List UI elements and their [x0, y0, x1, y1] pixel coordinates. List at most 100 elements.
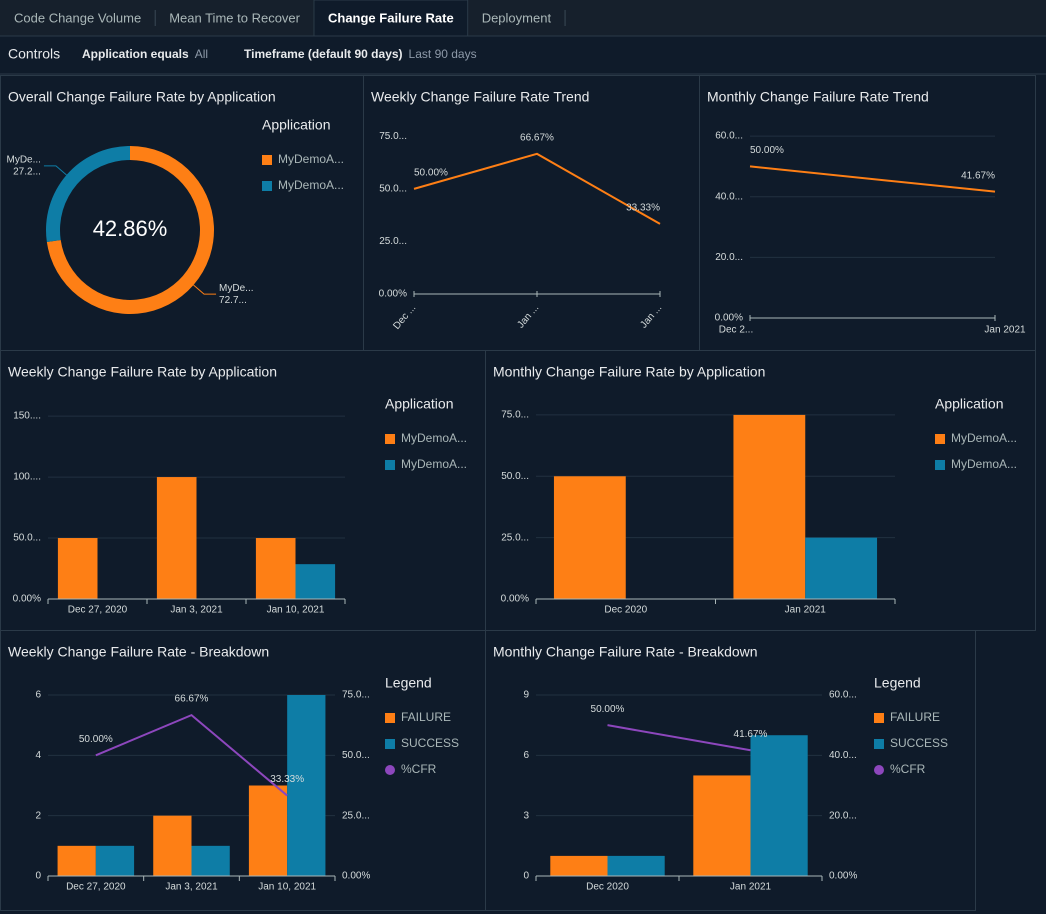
bar[interactable]: [156, 477, 197, 599]
filter-label[interactable]: Timeframe (default 90 days): [244, 47, 403, 61]
legend-marker[interactable]: [935, 434, 945, 444]
x-tick-label: Jan 3, 2021: [165, 882, 218, 893]
legend-item[interactable]: FAILURE: [401, 710, 451, 724]
x-tick-label: Dec 2020: [604, 605, 647, 616]
bar[interactable]: [255, 538, 296, 599]
y-tick-label: 150....: [13, 411, 41, 422]
panel: [699, 75, 1036, 351]
bar[interactable]: [287, 695, 326, 876]
legend-item[interactable]: MyDemoA...: [278, 152, 344, 166]
legend-marker[interactable]: [874, 713, 884, 723]
legend-title: Application: [262, 117, 331, 133]
chart-title: Monthly Change Failure Rate by Applicati…: [493, 364, 765, 380]
leader-line: [193, 284, 217, 295]
legend-marker[interactable]: [935, 460, 945, 470]
legend-marker[interactable]: [385, 765, 395, 775]
legend-marker[interactable]: [262, 181, 272, 191]
value-label: 50.00%: [591, 704, 625, 715]
chart-title: Monthly Change Failure Rate - Breakdown: [493, 644, 758, 660]
bar[interactable]: [153, 815, 192, 876]
legend-item[interactable]: SUCCESS: [890, 736, 948, 750]
bar[interactable]: [693, 775, 751, 876]
bar[interactable]: [57, 845, 96, 876]
filter-value[interactable]: Last 90 days: [409, 47, 477, 61]
x-tick-label: Dec 2020: [586, 882, 629, 893]
bar[interactable]: [248, 785, 288, 877]
bar[interactable]: [553, 476, 626, 599]
x-tick-label: Dec 27, 2020: [66, 882, 126, 893]
chart-title: Overall Change Failure Rate by Applicati…: [8, 89, 276, 105]
x-tick-label: Dec ...: [391, 303, 418, 332]
legend-item[interactable]: %CFR: [890, 762, 926, 776]
y-tick-label: 0.00%: [501, 594, 529, 605]
y2-tick-label: 0.00%: [342, 871, 370, 882]
bar[interactable]: [191, 845, 230, 876]
bar[interactable]: [57, 538, 98, 599]
filter-value[interactable]: All: [195, 47, 208, 61]
filter-label[interactable]: Application equals: [82, 47, 189, 61]
bar[interactable]: [95, 845, 135, 876]
legend-marker[interactable]: [385, 460, 395, 470]
bar[interactable]: [733, 414, 806, 599]
legend-marker[interactable]: [874, 739, 884, 749]
tab-background[interactable]: [313, 0, 469, 37]
y-tick-label: 0: [523, 871, 529, 882]
tab[interactable]: Deployment: [482, 10, 552, 25]
legend-marker[interactable]: [874, 765, 884, 775]
leader-line: [43, 165, 67, 176]
legend-item[interactable]: MyDemoA...: [951, 457, 1017, 471]
y-tick-label: 6: [35, 690, 41, 701]
slice[interactable]: [46, 146, 131, 242]
x-tick-label: Jan 2021: [984, 325, 1026, 336]
y-tick-label: 50.0...: [501, 471, 529, 482]
legend-item[interactable]: MyDemoA...: [278, 178, 344, 192]
tab[interactable]: Change Failure Rate: [328, 10, 454, 25]
legend-title: Application: [935, 396, 1004, 412]
legend-marker[interactable]: [385, 713, 395, 723]
x-tick-label: Jan 2021: [730, 882, 772, 893]
value-label: 33.33%: [626, 203, 660, 214]
y-tick-label: 20.0...: [715, 252, 743, 263]
chart-title: Monthly Change Failure Rate Trend: [707, 89, 929, 105]
y-tick-label: 75.0...: [501, 410, 529, 421]
y-tick-label: 9: [523, 690, 529, 701]
bar[interactable]: [295, 564, 336, 599]
y-tick-label: 0.00%: [715, 313, 743, 324]
tab[interactable]: Code Change Volume: [14, 10, 141, 25]
bar[interactable]: [607, 855, 665, 876]
y-tick-label: 0: [35, 871, 41, 882]
legend-item[interactable]: %CFR: [401, 762, 437, 776]
value-label: 33.33%: [270, 774, 304, 785]
bar[interactable]: [750, 735, 808, 876]
y-tick-label: 50.0...: [379, 184, 407, 195]
legend-marker[interactable]: [385, 739, 395, 749]
slice-value-label: 27.2...: [13, 166, 41, 177]
x-tick-label: Jan 2021: [785, 605, 827, 616]
legend-item[interactable]: MyDemoA...: [951, 431, 1017, 445]
chart-title: Weekly Change Failure Rate Trend: [371, 89, 589, 105]
y-tick-label: 0.00%: [379, 289, 407, 300]
y2-tick-label: 40.0...: [829, 750, 857, 761]
y-tick-label: 25.0...: [501, 532, 529, 543]
legend-item[interactable]: FAILURE: [890, 710, 940, 724]
legend-title: Legend: [385, 675, 432, 691]
slice-label: MyDe...: [6, 154, 40, 165]
value-label: 50.00%: [414, 168, 448, 179]
legend-item[interactable]: SUCCESS: [401, 736, 459, 750]
y2-tick-label: 50.0...: [342, 750, 370, 761]
legend-title: Application: [385, 396, 454, 412]
legend-item[interactable]: MyDemoA...: [401, 457, 467, 471]
y-tick-label: 0.00%: [13, 594, 41, 605]
y2-tick-label: 20.0...: [829, 810, 857, 821]
value-label: 41.67%: [734, 729, 768, 740]
bar[interactable]: [550, 855, 608, 876]
value-label: 66.67%: [175, 694, 209, 705]
legend-marker[interactable]: [262, 155, 272, 165]
legend-marker[interactable]: [385, 434, 395, 444]
tab[interactable]: Mean Time to Recover: [169, 10, 300, 25]
legend-item[interactable]: MyDemoA...: [401, 431, 467, 445]
bar[interactable]: [805, 537, 878, 599]
y-tick-label: 75.0...: [379, 131, 407, 142]
